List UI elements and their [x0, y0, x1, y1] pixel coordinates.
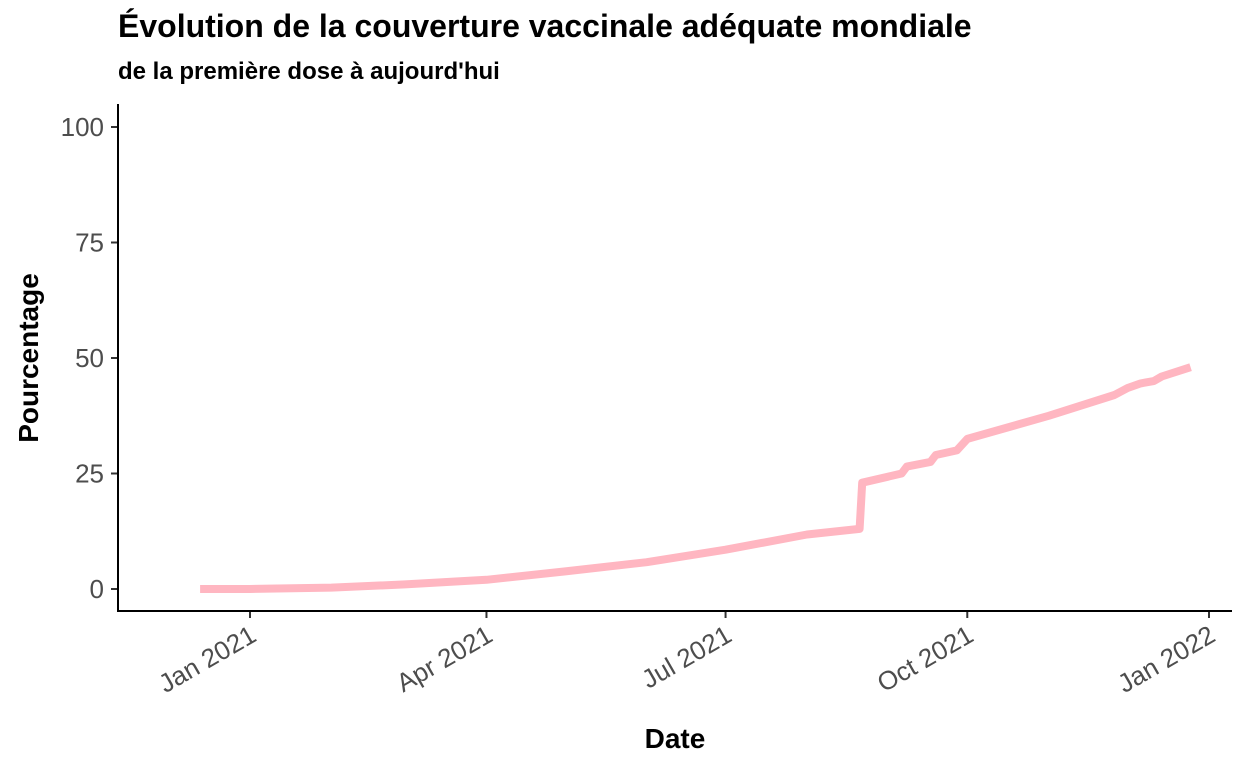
y-tick-label: 0: [90, 574, 104, 604]
x-axis-ticks: Jan 2021 Apr 2021 Jul 2021 Oct 2021 Jan 2022: [153, 611, 1220, 699]
y-tick-label: 100: [61, 112, 104, 142]
series-group: [200, 363, 1192, 593]
x-tick-label: Jan 2022: [1112, 619, 1220, 698]
x-tick-label: Jul 2021: [636, 619, 736, 694]
x-axis-title: Date: [645, 723, 706, 754]
y-tick-label: 75: [75, 228, 104, 258]
y-tick-label: 50: [75, 343, 104, 373]
chart-subtitle: de la première dose à aujourd'hui: [118, 58, 500, 85]
x-tick-label: Jan 2021: [153, 619, 261, 698]
y-axis-title: Pourcentage: [13, 273, 44, 443]
x-tick-label: Oct 2021: [872, 619, 978, 698]
series-line: [200, 363, 1192, 593]
y-tick-label: 25: [75, 459, 104, 489]
y-axis-ticks: 0 25 50 75 100: [61, 112, 118, 604]
chart-title: Évolution de la couverture vaccinale adé…: [118, 8, 972, 44]
x-tick-label: Apr 2021: [391, 619, 497, 698]
